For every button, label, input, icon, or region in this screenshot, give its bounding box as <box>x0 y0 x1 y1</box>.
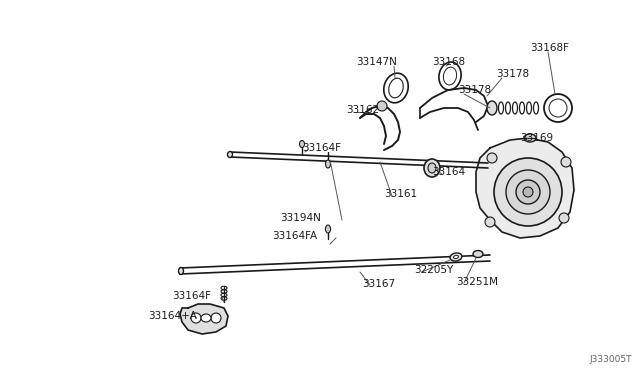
Text: 33178: 33178 <box>458 85 491 95</box>
Ellipse shape <box>326 225 330 233</box>
Circle shape <box>516 180 540 204</box>
Text: 33167: 33167 <box>362 279 395 289</box>
Text: 33164F: 33164F <box>172 291 211 301</box>
Text: 33161: 33161 <box>384 189 417 199</box>
Text: 33168: 33168 <box>432 57 465 67</box>
Ellipse shape <box>428 163 436 173</box>
Ellipse shape <box>524 134 536 142</box>
Ellipse shape <box>444 67 456 85</box>
Circle shape <box>211 313 221 323</box>
Text: 33164: 33164 <box>432 167 465 177</box>
Circle shape <box>191 313 201 323</box>
Circle shape <box>549 99 567 117</box>
Ellipse shape <box>201 314 211 322</box>
Text: 33164FA: 33164FA <box>272 231 317 241</box>
Circle shape <box>485 217 495 227</box>
Circle shape <box>487 153 497 163</box>
Polygon shape <box>180 304 228 334</box>
Text: 33178: 33178 <box>496 69 529 79</box>
Ellipse shape <box>388 78 403 98</box>
Polygon shape <box>476 138 574 238</box>
Ellipse shape <box>473 250 483 257</box>
Text: J333005T: J333005T <box>589 355 632 364</box>
Ellipse shape <box>300 141 305 148</box>
Circle shape <box>377 101 387 111</box>
Circle shape <box>494 158 562 226</box>
Circle shape <box>506 170 550 214</box>
Ellipse shape <box>326 160 330 168</box>
Text: 33168F: 33168F <box>530 43 569 53</box>
Ellipse shape <box>454 256 458 259</box>
Text: 33162: 33162 <box>346 105 379 115</box>
Text: 33147N: 33147N <box>356 57 397 67</box>
Text: 33164+A: 33164+A <box>148 311 197 321</box>
Text: 33164F: 33164F <box>302 143 341 153</box>
Text: 32205Y: 32205Y <box>414 265 453 275</box>
Ellipse shape <box>450 253 462 261</box>
Ellipse shape <box>227 151 232 157</box>
Ellipse shape <box>487 101 497 115</box>
Circle shape <box>523 187 533 197</box>
Text: 33194N: 33194N <box>280 213 321 223</box>
Text: 33251M: 33251M <box>456 277 498 287</box>
Ellipse shape <box>424 159 440 177</box>
Circle shape <box>561 157 571 167</box>
Ellipse shape <box>179 267 184 275</box>
Circle shape <box>559 213 569 223</box>
Text: 33169: 33169 <box>520 133 553 143</box>
